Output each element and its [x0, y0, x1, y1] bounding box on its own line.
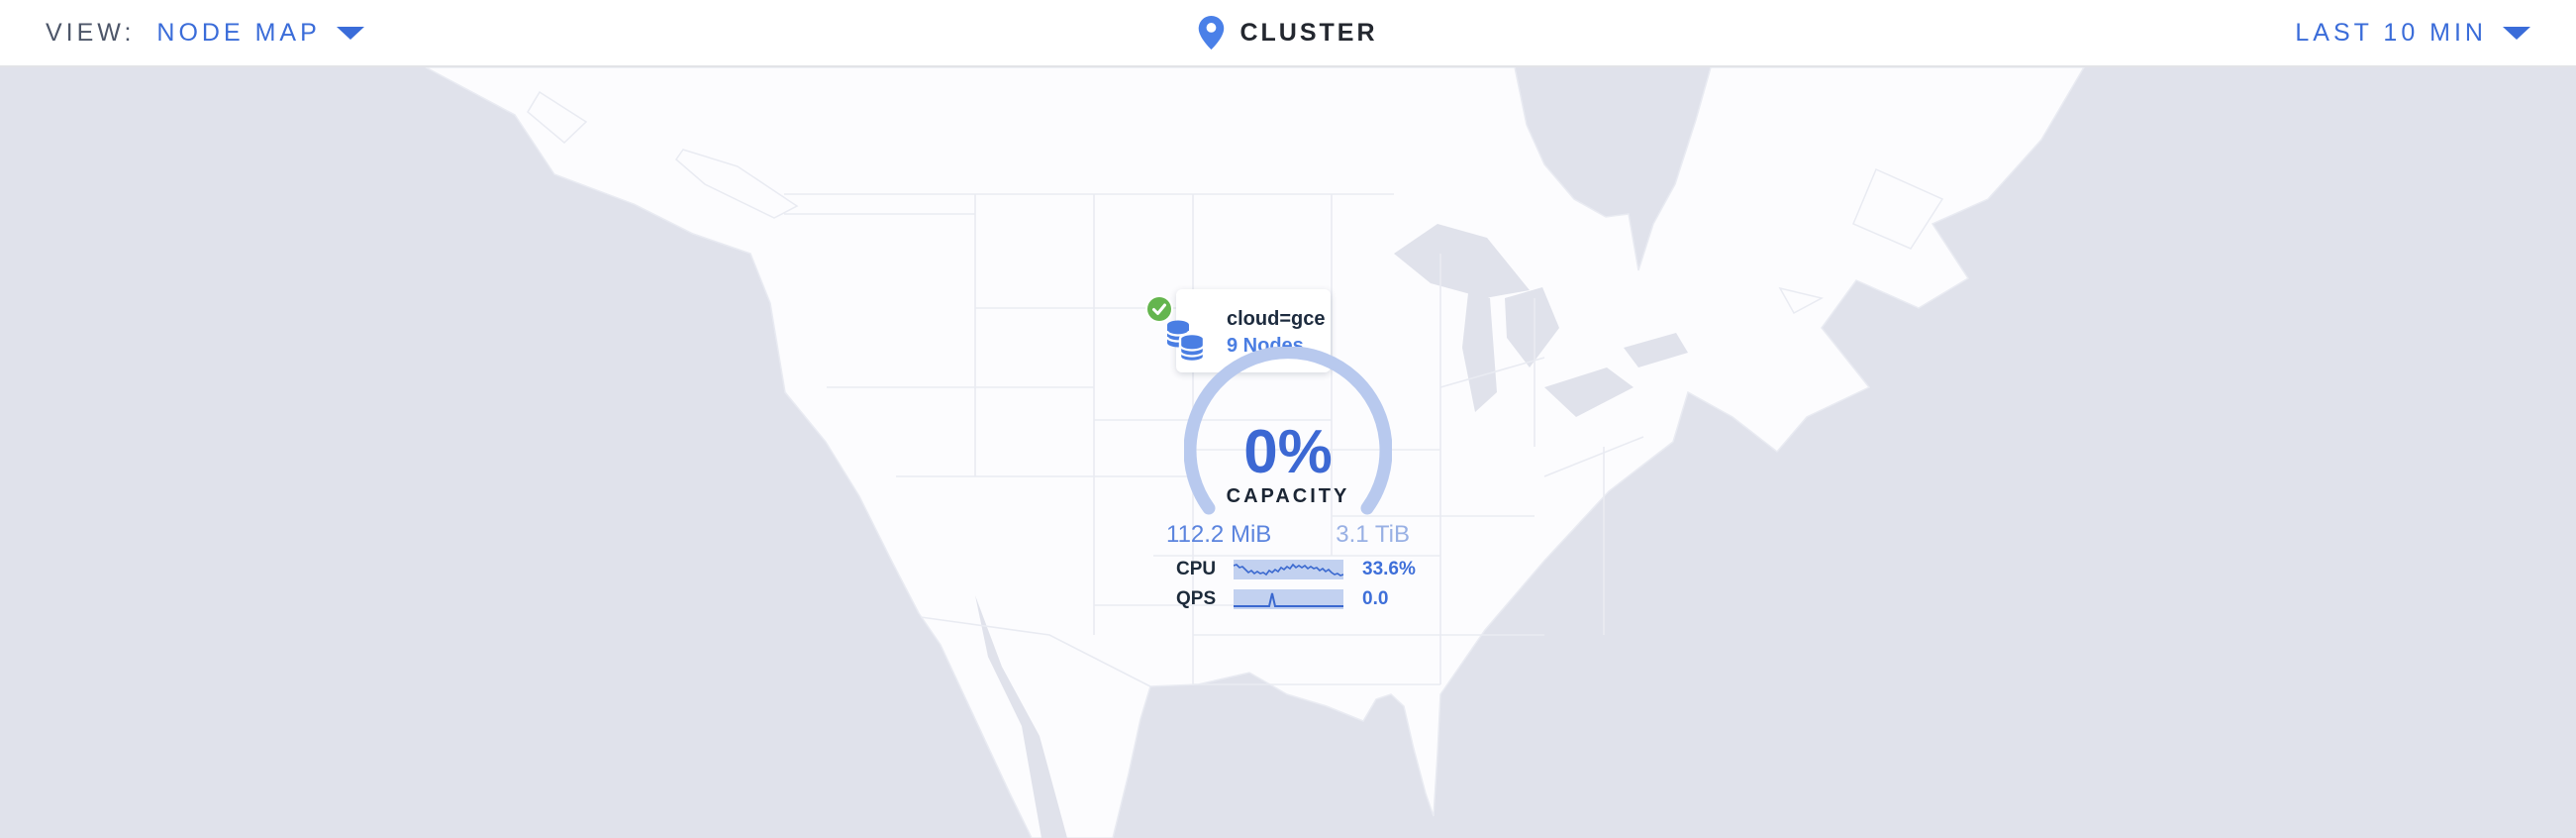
- node-map-canvas: cloud=gce 9 Nodes 0% CAPACITY 112.2 MiB …: [0, 67, 2576, 838]
- map-pin-icon: [1198, 16, 1225, 50]
- capacity-used: 112.2 MiB: [1166, 521, 1272, 548]
- qps-label: QPS: [1176, 588, 1217, 609]
- cluster-breadcrumb: CLUSTER: [1198, 0, 1377, 65]
- capacity-percent: 0%: [1243, 418, 1333, 486]
- locality-label: cloud=gce: [1227, 308, 1326, 330]
- metric-rows: CPU 33.6% QPS 0.0: [1176, 559, 1416, 619]
- healthy-check-icon: [1145, 295, 1173, 323]
- database-stack-icon: [1165, 320, 1206, 363]
- view-label: VIEW:: [46, 18, 136, 47]
- capacity-total: 3.1 TiB: [1336, 521, 1410, 548]
- time-range-selector[interactable]: LAST 10 MIN: [2295, 0, 2530, 65]
- top-bar: VIEW: NODE MAP CLUSTER LAST 10 MIN: [0, 0, 2576, 67]
- cpu-sparkline: [1234, 560, 1343, 579]
- capacity-gauge-arc: [1184, 347, 1392, 515]
- qps-sparkline: [1234, 589, 1343, 609]
- capacity-label: CAPACITY: [1226, 485, 1350, 507]
- chevron-down-icon[interactable]: [336, 26, 364, 40]
- north-america-map: [425, 67, 2085, 838]
- qps-value: 0.0: [1362, 588, 1389, 609]
- cluster-label: CLUSTER: [1239, 18, 1378, 47]
- time-range-value[interactable]: LAST 10 MIN: [2295, 18, 2487, 47]
- cpu-value: 33.6%: [1362, 559, 1416, 579]
- qps-metric-row: QPS 0.0: [1176, 588, 1416, 609]
- view-selector[interactable]: VIEW: NODE MAP: [46, 0, 364, 65]
- cpu-label: CPU: [1176, 559, 1217, 579]
- capacity-range: 112.2 MiB 3.1 TiB: [1166, 522, 1410, 548]
- cpu-metric-row: CPU 33.6%: [1176, 559, 1416, 579]
- chevron-down-icon[interactable]: [2503, 26, 2530, 40]
- view-value[interactable]: NODE MAP: [156, 18, 321, 47]
